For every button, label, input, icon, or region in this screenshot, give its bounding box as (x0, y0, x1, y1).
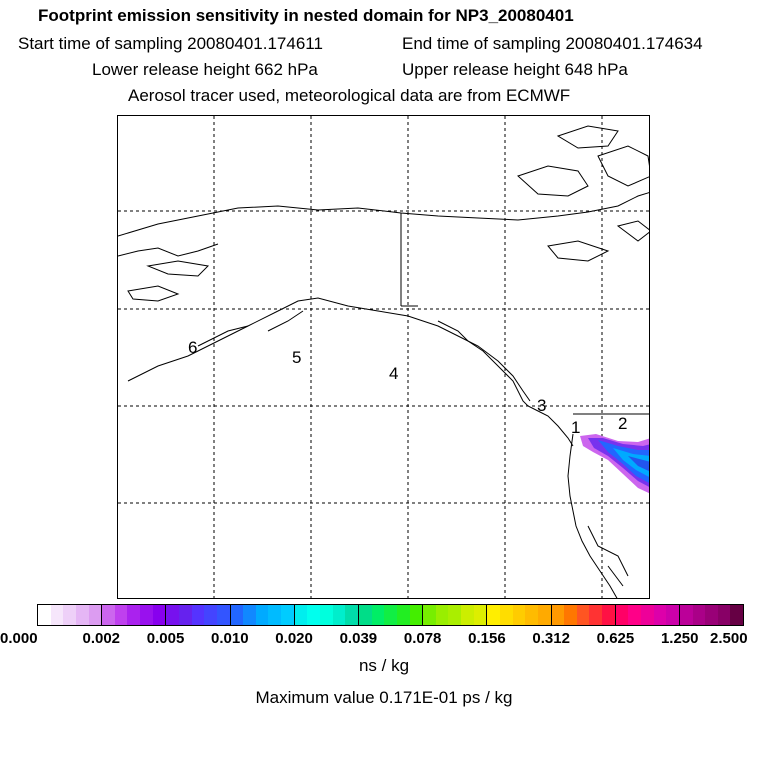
maximum-value-label: Maximum value 0.171E-01 ps / kg (255, 688, 513, 707)
point-label-5: 5 (292, 348, 302, 367)
color-scale-segment (358, 605, 424, 625)
color-scale-swatch (345, 605, 358, 625)
color-scale-swatch (666, 605, 679, 625)
unit-label: ns / kg (358, 656, 410, 675)
color-scale-swatch (358, 605, 372, 625)
color-scale-swatch (191, 605, 205, 625)
color-scale-swatch (602, 605, 615, 625)
color-scale-swatch (461, 605, 474, 625)
color-scale-swatch (576, 605, 590, 625)
color-scale-segment (423, 605, 488, 625)
color-scale-segment (230, 605, 295, 625)
color-scale-bar (37, 604, 744, 626)
color-scale-tick-label: 0.000 (0, 630, 38, 647)
color-scale-swatch (152, 605, 166, 625)
color-scale-swatch (409, 605, 423, 625)
color-scale-tick-label: 0.002 (82, 630, 121, 647)
color-scale-swatch (692, 605, 706, 625)
color-scale-swatch (114, 605, 128, 625)
color-scale-swatch (537, 605, 551, 625)
point-label-6: 6 (188, 338, 198, 357)
color-scale-swatch (653, 605, 667, 625)
lower-height-label: Lower release height 662 hPa (92, 60, 318, 79)
color-scale-segment (294, 605, 359, 625)
color-scale-swatch (551, 605, 565, 625)
color-scale-swatch (166, 605, 180, 625)
color-scale-swatch (179, 605, 192, 625)
color-scale-swatch (564, 605, 577, 625)
color-scale-tick-label: 0.020 (275, 630, 313, 647)
start-time-label: Start time of sampling 20080401.174611 (18, 34, 323, 53)
color-scale-swatch (730, 605, 744, 625)
map-panel: 6 5 4 3 2 1 (117, 115, 650, 599)
color-scale-segment (166, 605, 231, 625)
color-scale-tick-label: 0.078 (403, 630, 442, 647)
color-scale-swatch (512, 605, 526, 625)
color-scale-tick-label: 0.010 (211, 630, 249, 647)
color-scale-swatch (204, 605, 217, 625)
map-title: Footprint emission sensitivity in nested… (38, 6, 574, 25)
color-scale-swatch (705, 605, 718, 625)
color-scale-swatch (332, 605, 346, 625)
color-scale-swatch (396, 605, 410, 625)
color-scale-swatch (216, 605, 230, 625)
color-scale-swatch (230, 605, 244, 625)
color-scale-swatch (371, 605, 385, 625)
color-scale-swatch (294, 605, 308, 625)
coastline (118, 125, 649, 598)
graticule (118, 116, 649, 598)
color-scale-swatch (255, 605, 269, 625)
color-scale-tick-label: 0.156 (468, 630, 506, 647)
color-scale-segment (487, 605, 552, 625)
color-scale-swatch (320, 605, 333, 625)
color-scale-segment (679, 605, 744, 625)
color-scale-swatch (243, 605, 256, 625)
end-time-label: End time of sampling 20080401.174634 (402, 34, 703, 53)
tracer-info-label: Aerosol tracer used, meteorological data… (128, 86, 571, 105)
point-label-4: 4 (389, 364, 399, 383)
color-scale-swatch (307, 605, 321, 625)
color-scale-tick-label: 1.250 (660, 630, 699, 647)
color-scale-tick-label: 2.500 (710, 630, 748, 647)
color-scale-swatch (281, 605, 294, 625)
color-scale-swatch (448, 605, 462, 625)
emission-plume (580, 434, 649, 494)
color-scale-swatch (615, 605, 629, 625)
color-scale-swatch (384, 605, 397, 625)
point-label-2: 2 (618, 414, 628, 433)
point-label-1: 1 (571, 418, 581, 437)
color-scale-swatch (63, 605, 76, 625)
color-scale-swatch (640, 605, 654, 625)
color-scale-swatch (127, 605, 141, 625)
color-scale-swatch (679, 605, 693, 625)
color-scale-segment (615, 605, 680, 625)
color-scale-swatch (589, 605, 603, 625)
color-scale-swatch (38, 605, 51, 625)
color-scale-tick-label: 0.312 (532, 630, 570, 647)
color-scale-segment (102, 605, 167, 625)
color-scale-swatch (423, 605, 436, 625)
upper-height-label: Upper release height 648 hPa (402, 60, 628, 79)
color-scale-segment (551, 605, 616, 625)
color-scale-tick-label: 0.039 (339, 630, 378, 647)
color-scale-swatch (487, 605, 500, 625)
color-scale-swatch (75, 605, 89, 625)
color-scale-swatch (473, 605, 487, 625)
color-scale-swatch (88, 605, 102, 625)
color-scale-tick-label: 0.625 (596, 630, 635, 647)
point-label-3: 3 (537, 396, 547, 415)
color-scale-swatch (628, 605, 641, 625)
color-scale-swatch (717, 605, 731, 625)
color-scale-swatch (50, 605, 64, 625)
color-scale-swatch (102, 605, 115, 625)
color-scale-tick-label: 0.005 (146, 630, 185, 647)
color-scale-swatch (268, 605, 282, 625)
color-scale-swatch (435, 605, 449, 625)
map-svg (118, 116, 649, 598)
color-scale-swatch (499, 605, 513, 625)
color-scale-swatch (525, 605, 538, 625)
color-scale-swatch (140, 605, 153, 625)
color-scale-segment (38, 605, 103, 625)
